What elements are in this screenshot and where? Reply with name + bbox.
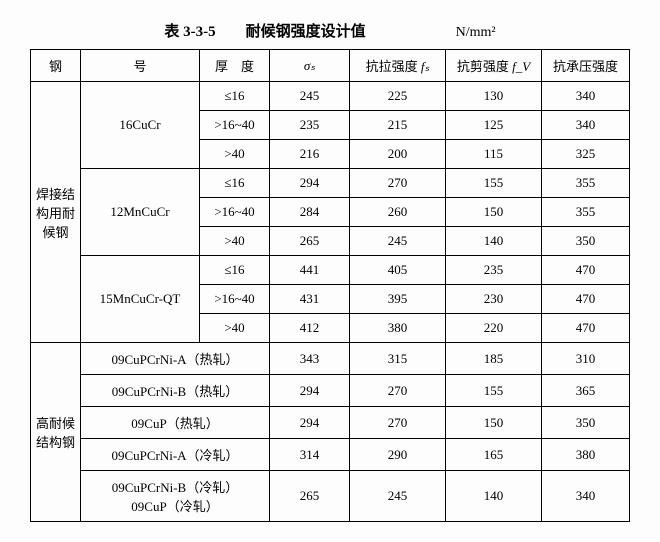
table-row: 15MnCuCr-QT ≤16 441 405 235 470 [31, 256, 630, 285]
grade-cell: 09CuPCrNi-B（冷轧） 09CuP（冷轧） [81, 471, 270, 522]
table-unit: N/mm² [456, 25, 496, 41]
category-cell: 高耐候结构钢 [31, 343, 81, 522]
sigma-cell: 412 [270, 314, 350, 343]
thick-cell: >16~40 [200, 111, 270, 140]
thick-cell: ≤16 [200, 82, 270, 111]
fv-cell: 150 [446, 198, 542, 227]
thick-cell: >40 [200, 314, 270, 343]
grade-cell: 09CuP（热轧） [81, 407, 270, 439]
bp-cell: 470 [542, 256, 630, 285]
sigma-cell: 284 [270, 198, 350, 227]
grade-cell: 09CuPCrNi-A（冷轧） [81, 439, 270, 471]
sigma-cell: 265 [270, 227, 350, 256]
col-fs: 抗拉强度 fₛ [350, 50, 446, 82]
fs-cell: 270 [350, 375, 446, 407]
col-steel: 钢 [31, 50, 81, 82]
col-thickness: 厚 度 [200, 50, 270, 82]
thick-cell: ≤16 [200, 169, 270, 198]
table-row: 高耐候结构钢 09CuPCrNi-A（热轧） 343 315 185 310 [31, 343, 630, 375]
fv-cell: 155 [446, 169, 542, 198]
thick-cell: >16~40 [200, 285, 270, 314]
fv-cell: 185 [446, 343, 542, 375]
bp-cell: 380 [542, 439, 630, 471]
fs-cell: 405 [350, 256, 446, 285]
header-row: 钢 号 厚 度 σₛ 抗拉强度 fₛ 抗剪强度 f_V 抗承压强度 [31, 50, 630, 82]
table-number: 表 3-3-5 [164, 20, 215, 41]
fv-cell: 130 [446, 82, 542, 111]
fs-cell: 260 [350, 198, 446, 227]
fv-cell: 230 [446, 285, 542, 314]
sigma-cell: 245 [270, 82, 350, 111]
fv-cell: 140 [446, 227, 542, 256]
fs-cell: 245 [350, 471, 446, 522]
sigma-cell: 294 [270, 407, 350, 439]
bp-cell: 355 [542, 198, 630, 227]
sigma-cell: 265 [270, 471, 350, 522]
bp-cell: 340 [542, 471, 630, 522]
thick-cell: >40 [200, 227, 270, 256]
grade-cell: 16CuCr [81, 82, 200, 169]
sigma-cell: 294 [270, 375, 350, 407]
thick-cell: ≤16 [200, 256, 270, 285]
fs-cell: 270 [350, 407, 446, 439]
bp-cell: 340 [542, 82, 630, 111]
table-header: 表 3-3-5 耐候钢强度设计值 N/mm² [30, 20, 630, 41]
fv-cell: 150 [446, 407, 542, 439]
table-row: 12MnCuCr ≤16 294 270 155 355 [31, 169, 630, 198]
sigma-cell: 431 [270, 285, 350, 314]
bp-cell: 310 [542, 343, 630, 375]
bp-cell: 350 [542, 407, 630, 439]
sigma-cell: 314 [270, 439, 350, 471]
sigma-cell: 216 [270, 140, 350, 169]
bp-cell: 355 [542, 169, 630, 198]
fv-cell: 220 [446, 314, 542, 343]
fs-cell: 200 [350, 140, 446, 169]
table-row: 09CuP（热轧） 294 270 150 350 [31, 407, 630, 439]
fv-cell: 235 [446, 256, 542, 285]
fv-cell: 115 [446, 140, 542, 169]
col-grade: 号 [81, 50, 200, 82]
col-bearing: 抗承压强度 [542, 50, 630, 82]
fs-cell: 215 [350, 111, 446, 140]
col-fv: 抗剪强度 f_V [446, 50, 542, 82]
fv-cell: 165 [446, 439, 542, 471]
bp-cell: 350 [542, 227, 630, 256]
fs-cell: 315 [350, 343, 446, 375]
fs-cell: 270 [350, 169, 446, 198]
table-row: 09CuPCrNi-A（冷轧） 314 290 165 380 [31, 439, 630, 471]
fs-cell: 380 [350, 314, 446, 343]
grade-cell: 09CuPCrNi-B（热轧） [81, 375, 270, 407]
bp-cell: 470 [542, 285, 630, 314]
grade-cell: 15MnCuCr-QT [81, 256, 200, 343]
col-sigma: σₛ [270, 50, 350, 82]
bp-cell: 340 [542, 111, 630, 140]
fv-cell: 155 [446, 375, 542, 407]
bp-cell: 325 [542, 140, 630, 169]
sigma-cell: 343 [270, 343, 350, 375]
table-row: 焊接结构用耐候钢 16CuCr ≤16 245 225 130 340 [31, 82, 630, 111]
fs-cell: 290 [350, 439, 446, 471]
fs-cell: 395 [350, 285, 446, 314]
fs-cell: 245 [350, 227, 446, 256]
bp-cell: 470 [542, 314, 630, 343]
thick-cell: >40 [200, 140, 270, 169]
table-row: 09CuPCrNi-B（冷轧） 09CuP（冷轧） 265 245 140 34… [31, 471, 630, 522]
grade-cell: 09CuPCrNi-A（热轧） [81, 343, 270, 375]
thick-cell: >16~40 [200, 198, 270, 227]
table-row: 09CuPCrNi-B（热轧） 294 270 155 365 [31, 375, 630, 407]
table-title: 耐候钢强度设计值 [246, 20, 366, 41]
sigma-cell: 235 [270, 111, 350, 140]
category-cell: 焊接结构用耐候钢 [31, 82, 81, 343]
fv-cell: 125 [446, 111, 542, 140]
sigma-cell: 294 [270, 169, 350, 198]
grade-cell: 12MnCuCr [81, 169, 200, 256]
fs-cell: 225 [350, 82, 446, 111]
bp-cell: 365 [542, 375, 630, 407]
strength-table: 钢 号 厚 度 σₛ 抗拉强度 fₛ 抗剪强度 f_V 抗承压强度 焊接结构用耐… [30, 49, 630, 522]
fv-cell: 140 [446, 471, 542, 522]
sigma-cell: 441 [270, 256, 350, 285]
